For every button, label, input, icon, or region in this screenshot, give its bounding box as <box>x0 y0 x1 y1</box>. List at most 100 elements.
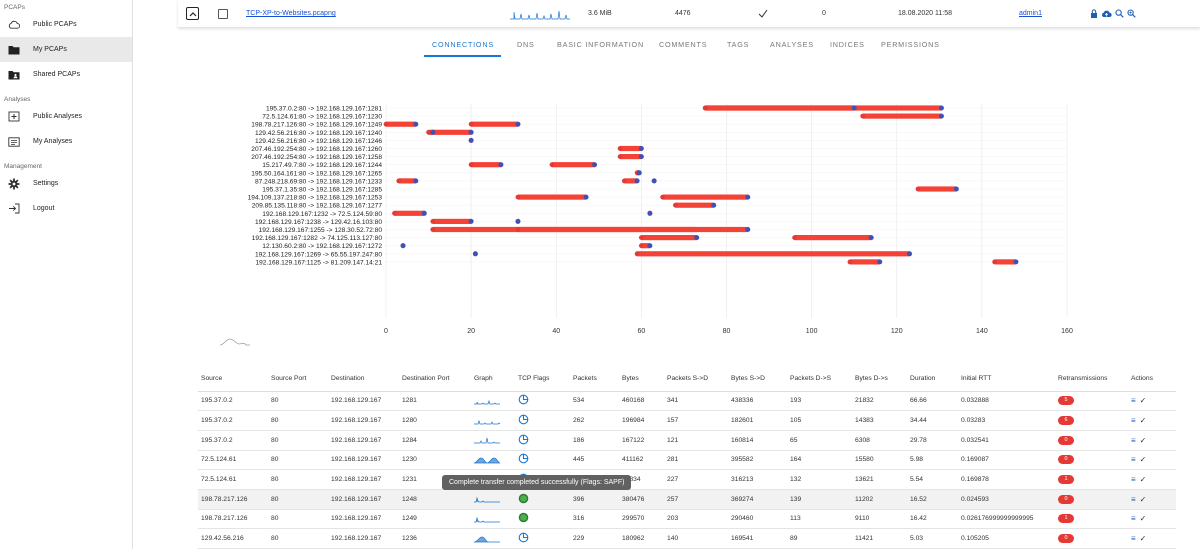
file-name-link[interactable]: TCP-XP-to-Websites.pcapng <box>246 10 336 17</box>
connection-start-point <box>515 194 521 200</box>
column-header[interactable]: Destination <box>328 367 399 392</box>
tcp-flags-cell <box>515 450 570 471</box>
check-icon[interactable]: ✓ <box>1139 534 1147 544</box>
column-header[interactable]: Bytes S->D <box>728 367 787 392</box>
tab-dns[interactable]: DNS <box>517 40 535 49</box>
column-header[interactable]: Initial RTT <box>958 367 1055 392</box>
connection-start-point <box>468 162 474 168</box>
column-header[interactable]: Retransmissions <box>1055 367 1128 392</box>
retransmissions-cell: 6 <box>1055 410 1128 431</box>
cell-bds: 9110 <box>852 509 907 530</box>
flags-partial-icon[interactable] <box>518 453 529 464</box>
check-icon[interactable]: ✓ <box>1139 455 1147 465</box>
column-header[interactable]: Packets <box>570 367 619 392</box>
cell-duration: 5.54 <box>907 469 958 490</box>
cell-psd: 341 <box>664 391 728 412</box>
filter-icon[interactable]: ≡ <box>1131 455 1136 465</box>
flags-partial-icon[interactable] <box>518 414 529 425</box>
search-icon[interactable] <box>1115 9 1124 18</box>
column-header[interactable]: Graph <box>471 367 515 392</box>
check-icon[interactable]: ✓ <box>1139 416 1147 426</box>
flags-complete-icon[interactable] <box>518 512 529 523</box>
filter-icon[interactable]: ≡ <box>1131 494 1136 504</box>
cell-bsd: 169541 <box>728 528 787 549</box>
connection-start-point <box>638 235 644 241</box>
cloud-upload-icon[interactable] <box>1101 9 1112 18</box>
cell-sport: 80 <box>268 489 328 510</box>
tab-tags[interactable]: TAGS <box>727 40 750 49</box>
filter-icon[interactable]: ≡ <box>1131 435 1136 445</box>
row-label: 198.78.217.126:80 -> 192.168.129.167:124… <box>251 122 382 129</box>
packet-count: 4476 <box>675 10 691 17</box>
check-icon[interactable]: ✓ <box>1139 435 1147 445</box>
column-header[interactable]: Destination Port <box>399 367 471 392</box>
column-header[interactable]: Duration <box>907 367 958 392</box>
table-row[interactable]: 195.37.0.2 80 192.168.129.167 1281 534 460168… <box>198 391 1176 412</box>
cell-sport: 80 <box>268 469 328 490</box>
x-tick-label: 100 <box>806 328 818 335</box>
cell-rtt: 0.024593 <box>958 489 1055 510</box>
table-row[interactable]: 198.78.217.126 80 192.168.129.167 1249 316 29… <box>198 509 1176 530</box>
sidebar-item-public-pcaps[interactable]: Public PCAPs <box>0 12 132 37</box>
collapse-button[interactable] <box>186 7 199 20</box>
cell-bsd: 395582 <box>728 450 787 471</box>
sidebar-item-my-pcaps[interactable]: My PCAPs <box>0 37 132 62</box>
select-checkbox[interactable] <box>218 9 228 19</box>
filter-icon[interactable]: ≡ <box>1131 396 1136 406</box>
tab-basic-information[interactable]: BASIC INFORMATION <box>557 40 644 49</box>
sidebar-item-shared-pcaps[interactable]: Shared PCAPs <box>0 62 132 87</box>
tab-permissions[interactable]: PERMISSIONS <box>881 40 940 49</box>
column-header[interactable]: Packets S->D <box>664 367 728 392</box>
connection-end-point <box>592 162 598 168</box>
check-icon[interactable]: ✓ <box>1139 514 1147 524</box>
tab-analyses[interactable]: ANALYSES <box>770 40 814 49</box>
sidebar-item-settings[interactable]: Settings <box>0 171 132 196</box>
zoom-in-icon[interactable] <box>1127 9 1136 18</box>
filter-icon[interactable]: ≡ <box>1131 475 1136 485</box>
connection-end-point <box>413 178 419 184</box>
cell-pds: 193 <box>787 391 852 412</box>
lock-icon[interactable] <box>1090 9 1098 18</box>
tab-comments[interactable]: COMMENTS <box>659 40 708 49</box>
connection-end-point <box>638 146 644 151</box>
x-tick-label: 120 <box>891 328 903 335</box>
column-header[interactable]: Actions <box>1128 367 1176 392</box>
table-row[interactable]: 198.78.217.126 80 192.168.129.167 1248 396 38… <box>198 489 1176 510</box>
table-row[interactable]: 129.42.56.216 80 192.168.129.167 1236 229 180… <box>198 528 1176 549</box>
sidebar-item-my-analyses[interactable]: My Analyses <box>0 129 132 154</box>
tab-connections[interactable]: CONNECTIONS <box>432 40 494 49</box>
table-row[interactable]: 195.37.0.2 80 192.168.129.167 1284 186 167122… <box>198 430 1176 451</box>
column-header[interactable]: Packets D->S <box>787 367 852 392</box>
filter-icon[interactable]: ≡ <box>1131 416 1136 426</box>
column-header[interactable]: Source <box>198 367 268 392</box>
check-icon[interactable]: ✓ <box>1139 494 1147 504</box>
cell-sport: 80 <box>268 410 328 431</box>
column-header[interactable]: Bytes <box>619 367 664 392</box>
connection-end-point <box>647 210 653 216</box>
connection-start-point <box>847 259 853 265</box>
sidebar-item-logout[interactable]: Logout <box>0 196 132 221</box>
connection-end-point <box>413 121 419 127</box>
tab-indices[interactable]: INDICES <box>830 40 865 49</box>
table-row[interactable]: 195.37.0.2 80 192.168.129.167 1280 262 196984… <box>198 410 1176 431</box>
filter-icon[interactable]: ≡ <box>1131 514 1136 524</box>
sidebar-item-public-analyses[interactable]: Public Analyses <box>0 104 132 129</box>
flags-complete-icon[interactable] <box>518 493 529 504</box>
owner-link[interactable]: admin1 <box>1019 10 1042 17</box>
filter-icon[interactable]: ≡ <box>1131 534 1136 544</box>
flags-partial-icon[interactable] <box>518 532 529 543</box>
flags-partial-icon[interactable] <box>518 434 529 445</box>
column-header[interactable]: TCP Flags <box>515 367 570 392</box>
file-row[interactable]: TCP-XP-to-Websites.pcapng 3.6 MiB 4476 0… <box>178 0 1200 28</box>
file-size: 3.6 MiB <box>588 10 612 17</box>
table-row[interactable]: 72.5.124.61 80 192.168.129.167 1230 445 41116… <box>198 450 1176 471</box>
cell-bytes: 180962 <box>619 528 664 549</box>
check-icon[interactable]: ✓ <box>1139 396 1147 406</box>
flags-partial-icon[interactable] <box>518 394 529 405</box>
table-row[interactable]: 72.5.124.61 80 192.168.129.167 1231 29834 227… <box>198 469 1176 490</box>
column-header[interactable]: Bytes D->s <box>852 367 907 392</box>
check-icon[interactable]: ✓ <box>1139 475 1147 485</box>
row-label: 192.168.129.167:1255 -> 128.30.52.72:80 <box>259 227 383 234</box>
column-header[interactable]: Source Port <box>268 367 328 392</box>
connection-bar <box>862 113 942 119</box>
